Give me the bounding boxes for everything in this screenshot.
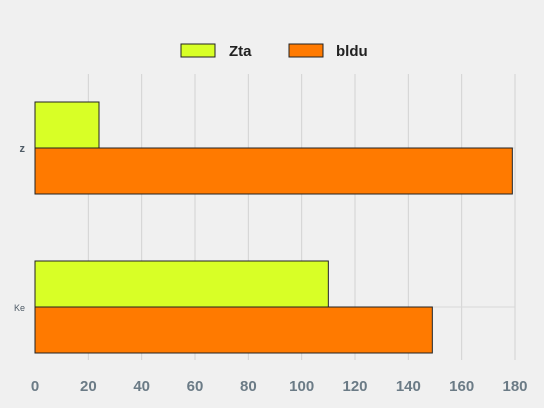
legend-label-zta[interactable]: Zta	[229, 43, 252, 60]
legend-swatch-bldu[interactable]	[288, 43, 324, 58]
legend-swatch-zta[interactable]	[180, 43, 216, 58]
x-tick-label-80: 80	[240, 378, 257, 395]
y-category-label-z: z	[20, 143, 26, 155]
x-tick-label-140: 140	[396, 378, 421, 395]
x-tick-label-160: 160	[449, 378, 474, 395]
y-category-label-ke: Ke	[14, 303, 25, 313]
x-tick-label-120: 120	[342, 378, 367, 395]
bar-bldu-z[interactable]	[34, 147, 513, 195]
legend-label-bldu[interactable]: bldu	[336, 43, 368, 60]
x-tick-label-60: 60	[187, 378, 204, 395]
x-tick-label-0: 0	[31, 378, 39, 395]
x-tick-label-180: 180	[502, 378, 527, 395]
x-tick-label-20: 20	[80, 378, 97, 395]
bar-zta-ke[interactable]	[34, 260, 329, 308]
bar-zta-z[interactable]	[34, 101, 100, 149]
x-tick-label-40: 40	[133, 378, 150, 395]
bars	[34, 101, 513, 354]
bar-bldu-ke[interactable]	[34, 306, 433, 354]
x-tick-label-100: 100	[289, 378, 314, 395]
x-axis-ticks: 0 20 40 60 80 100 120 140 160 180	[31, 378, 528, 395]
legend: Zta bldu	[180, 43, 368, 60]
y-axis-labels: z Ke	[14, 143, 26, 313]
